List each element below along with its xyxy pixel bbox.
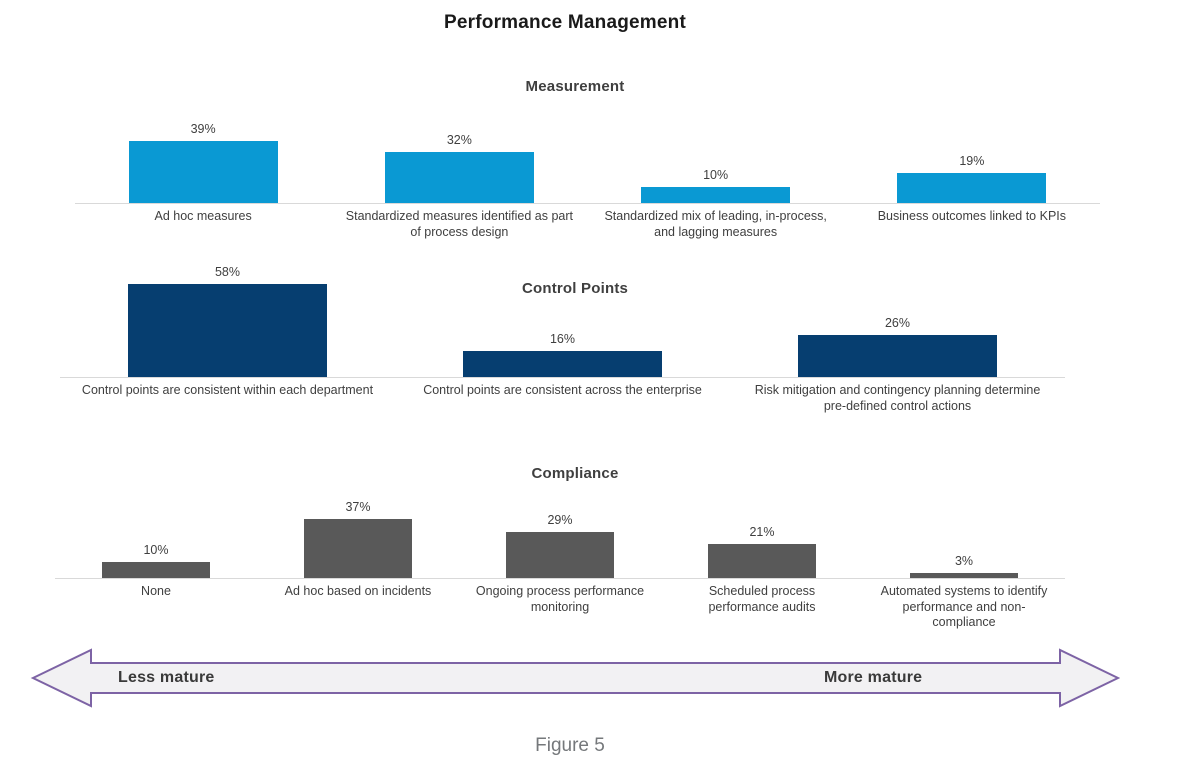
bar-value-label: 10% bbox=[703, 168, 729, 182]
bar-value-label: 10% bbox=[143, 543, 169, 557]
bar-group: 39% 32% 10% 19% bbox=[75, 108, 1100, 203]
chart-section-compliance: 10% 37% 29% 21% 3% None Ad hoc based on incid… bbox=[55, 483, 1065, 631]
category-label: Standardized mix of leading, in-process,… bbox=[604, 209, 827, 239]
bar-value-label: 26% bbox=[884, 316, 911, 330]
bar bbox=[463, 351, 662, 377]
axis-baseline bbox=[55, 578, 1065, 579]
bar-column: 37% bbox=[257, 500, 459, 578]
bar bbox=[128, 284, 327, 377]
section-heading-compliance: Compliance bbox=[531, 465, 619, 482]
category-label: Control points are consistent across the… bbox=[423, 383, 702, 397]
bar bbox=[798, 335, 997, 377]
bar bbox=[304, 519, 412, 578]
bar-column: 29% bbox=[459, 513, 661, 578]
category-label: Risk mitigation and contingency planning… bbox=[754, 383, 1041, 413]
bar-column: 10% bbox=[55, 543, 257, 578]
chart-section-measurement: 39% 32% 10% 19% Ad hoc measures Standardized… bbox=[75, 108, 1100, 240]
bar-column: 32% bbox=[331, 133, 587, 203]
category-label: Control points are consistent within eac… bbox=[81, 383, 374, 397]
bar-column: 58% bbox=[60, 265, 395, 377]
bar bbox=[102, 562, 210, 578]
bar-value-label: 58% bbox=[214, 265, 241, 279]
bar-column: 3% bbox=[863, 554, 1065, 578]
maturity-axis-arrow: Less mature More mature bbox=[28, 648, 1121, 708]
bar-column: 10% bbox=[588, 168, 844, 203]
bar bbox=[384, 152, 534, 203]
bar-column: 16% bbox=[395, 332, 730, 377]
category-labels: Ad hoc measures Standardized measures ide… bbox=[75, 209, 1100, 240]
bar-value-label: 29% bbox=[547, 513, 573, 527]
bar bbox=[897, 173, 1047, 203]
section-heading-control-points: Control Points bbox=[521, 280, 629, 297]
category-label: Ongoing process performance monitoring bbox=[475, 584, 645, 614]
bar bbox=[641, 187, 791, 203]
figure-caption: Figure 5 bbox=[535, 735, 605, 756]
bar-value-label: 16% bbox=[549, 332, 576, 346]
bar-group: 10% 37% 29% 21% 3% bbox=[55, 483, 1065, 578]
category-label: Automated systems to identify performanc… bbox=[880, 584, 1048, 629]
category-label: Scheduled process performance audits bbox=[708, 584, 816, 614]
bar-value-label: 21% bbox=[749, 525, 775, 539]
axis-baseline bbox=[60, 377, 1065, 378]
bar-column: 21% bbox=[661, 525, 863, 578]
bar-group: 58% 16% 26% bbox=[60, 265, 1065, 377]
bar-column: 26% bbox=[730, 316, 1065, 377]
less-mature-label: Less mature bbox=[118, 669, 215, 686]
chart-title: Performance Management bbox=[444, 12, 686, 33]
bar-value-label: 19% bbox=[959, 154, 985, 168]
bar-value-label: 32% bbox=[446, 133, 472, 147]
bar bbox=[506, 532, 614, 578]
axis-baseline bbox=[75, 203, 1100, 204]
category-label: Business outcomes linked to KPIs bbox=[877, 209, 1067, 223]
chart-section-control-points: 58% 16% 26% Control points are consistent … bbox=[60, 265, 1065, 414]
bar-value-label: 39% bbox=[190, 122, 216, 136]
category-labels: Control points are consistent within eac… bbox=[60, 383, 1065, 414]
category-labels: None Ad hoc based on incidents Ongoing pro… bbox=[55, 584, 1065, 631]
bar-value-label: 37% bbox=[345, 500, 371, 514]
bar bbox=[708, 544, 816, 578]
bar-column: 39% bbox=[75, 122, 331, 203]
category-label: None bbox=[141, 584, 171, 598]
more-mature-label: More mature bbox=[824, 669, 923, 686]
bar-value-label: 3% bbox=[954, 554, 974, 568]
bar-column: 19% bbox=[844, 154, 1100, 203]
category-label: Ad hoc measures bbox=[154, 209, 252, 223]
category-label: Ad hoc based on incidents bbox=[284, 584, 432, 598]
bar bbox=[910, 573, 1018, 578]
section-heading-measurement: Measurement bbox=[525, 78, 625, 95]
double-headed-arrow-icon bbox=[30, 648, 1121, 708]
category-label: Standardized measures identified as part… bbox=[345, 209, 573, 239]
bar bbox=[128, 141, 278, 203]
